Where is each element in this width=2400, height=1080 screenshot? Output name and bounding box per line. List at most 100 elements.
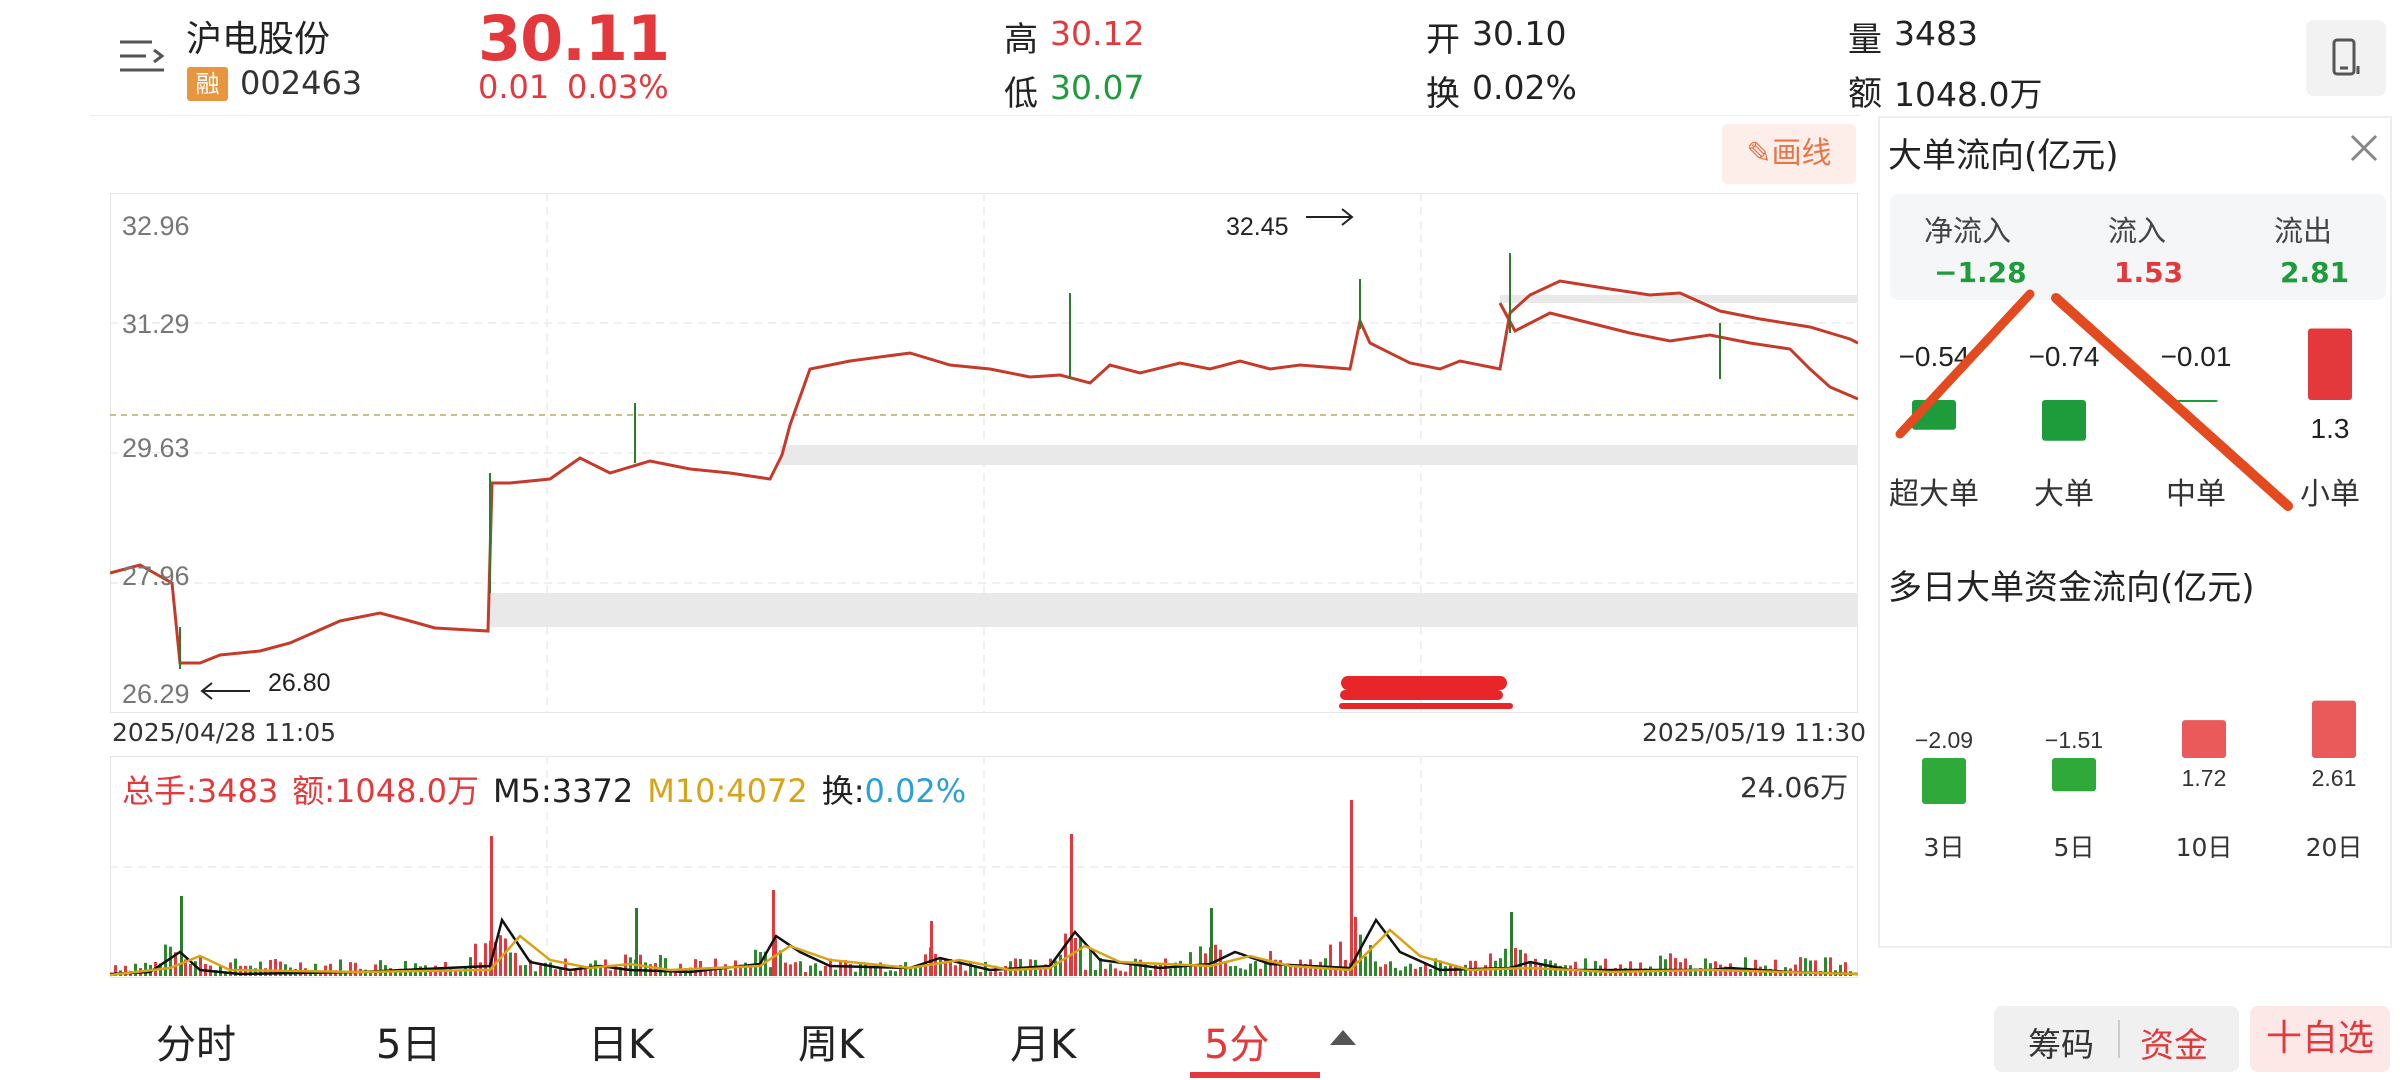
- volume-bar: [1184, 965, 1187, 976]
- volume-bar: [534, 971, 537, 976]
- volume-bar: [349, 962, 352, 976]
- high-marker-label: 32.45: [1226, 213, 1289, 241]
- volume-bar: [1229, 966, 1232, 976]
- volume-bar: [1419, 967, 1422, 976]
- tab-5day[interactable]: 5日: [376, 1022, 442, 1068]
- volume-label: 量: [1848, 20, 1882, 60]
- volume-bar: [654, 963, 657, 976]
- volume-bar: [794, 962, 797, 976]
- volume-bar: [959, 962, 962, 976]
- outflow-label: 流出: [2274, 214, 2333, 248]
- volume-bar: [914, 966, 917, 976]
- volume-chart[interactable]: [110, 756, 1858, 978]
- candlestick-chart[interactable]: 32.96 31.29 29.63 27.96 26.29 32.45 26.8…: [110, 193, 1858, 713]
- order-size-category: 超大单: [1889, 477, 1979, 512]
- draw-line-button[interactable]: ✎画线: [1722, 124, 1856, 184]
- volume-bar: [1734, 969, 1737, 976]
- volume-bar: [1814, 960, 1817, 976]
- volume-bar: [1149, 970, 1152, 976]
- multi-day-bar: [1922, 758, 1966, 804]
- gap-band: [490, 593, 1858, 627]
- volume-bar: [1559, 965, 1562, 976]
- volume-bar: [1144, 962, 1147, 976]
- net-flow-summary: [1890, 194, 2386, 300]
- volume-bar: [1409, 963, 1412, 976]
- volume-bar: [1154, 964, 1157, 976]
- open-value: 30.10: [1472, 14, 1567, 53]
- volume-bar: [799, 961, 802, 976]
- volume-bar: [194, 961, 197, 976]
- volume-bar: [1454, 965, 1457, 976]
- volume-bar: [1139, 959, 1142, 976]
- m10-line: [110, 928, 1858, 977]
- volume-bar: [519, 965, 522, 976]
- volume-bar: [509, 952, 512, 976]
- volume-bar: [769, 967, 772, 976]
- volume-bar: [199, 956, 202, 976]
- tab-monthly-k[interactable]: 月K: [1010, 1022, 1077, 1068]
- volume-bar: [1134, 958, 1137, 976]
- volume-bar: [234, 958, 237, 976]
- volume-bar: [1379, 966, 1382, 976]
- volume-bar: [739, 964, 742, 976]
- volume-bar: [729, 970, 732, 976]
- volume-bar: [354, 962, 357, 976]
- volume-bar: [824, 965, 827, 976]
- quote-header: 沪电股份 融 002463 30.11 0.01 0.03% 高 30.12 低…: [0, 0, 2400, 115]
- volume-bar: [134, 963, 137, 976]
- add-favorite-button[interactable]: 十自选: [2250, 1006, 2390, 1072]
- volume-bar: [449, 968, 452, 976]
- landscape-toggle-button[interactable]: [2306, 20, 2386, 96]
- volume-bar: [644, 962, 647, 976]
- volume-bar: [1804, 958, 1807, 976]
- volume-bar: [484, 943, 487, 976]
- high-marker-arrow: [1341, 208, 1354, 226]
- volume-bar: [409, 969, 412, 976]
- gap-band: [780, 445, 1858, 465]
- volume-bar: [214, 970, 217, 976]
- volume-bar: [894, 971, 897, 976]
- chips-button[interactable]: 筹码: [2028, 1025, 2094, 1064]
- volume-bar: [969, 961, 972, 976]
- tab-intraday[interactable]: 分时: [156, 1022, 236, 1068]
- close-icon[interactable]: [2346, 130, 2382, 166]
- volume-bar: [1274, 959, 1277, 976]
- volume-bar: [459, 970, 462, 976]
- tab-5min[interactable]: 5分: [1204, 1022, 1270, 1068]
- volume-bar: [1394, 967, 1397, 976]
- volume-bar: [274, 959, 277, 976]
- volume-bar: [849, 964, 852, 976]
- volume-bar: [1129, 962, 1132, 976]
- tab-daily-k[interactable]: 日K: [588, 1022, 655, 1068]
- volume-bar: [669, 970, 672, 976]
- end-date: 2025/05/19 11:30: [1642, 718, 1867, 747]
- volume-bar: [1070, 834, 1073, 976]
- volume-bar: [394, 971, 397, 976]
- multi-day-bar: [2052, 758, 2096, 792]
- current-price: 30.11: [478, 2, 670, 75]
- funds-button[interactable]: 资金: [2140, 1026, 2208, 1066]
- volume-bar: [1519, 949, 1522, 976]
- multi-day-flow-chart: −2.09 3日 −1.51 5日 1.72 10日 2.61 20日: [1915, 700, 2362, 862]
- volume-bar: [724, 964, 727, 976]
- volume-bar: [529, 959, 532, 976]
- volume-bar: [609, 970, 612, 976]
- turnover-value: 0.02%: [1472, 68, 1577, 107]
- tab-weekly-k[interactable]: 周K: [798, 1022, 865, 1068]
- period-dropdown-icon[interactable]: [1330, 1030, 1356, 1045]
- volume-bar: [1829, 957, 1832, 976]
- volume-bar: [1739, 968, 1742, 976]
- volume-bar: [1774, 959, 1777, 976]
- volume-bar: [869, 967, 872, 976]
- high-value: 30.12: [1050, 14, 1145, 53]
- volume-bar: [559, 967, 562, 976]
- m5-value: M5:3372: [493, 772, 634, 810]
- active-tab-indicator: [1190, 1072, 1320, 1078]
- turnover-legend-value: 0.02%: [864, 772, 967, 810]
- volume-bar: [124, 965, 127, 976]
- volume-bar: [1354, 916, 1357, 976]
- volume-bar: [989, 971, 992, 976]
- volume-bar: [144, 962, 147, 976]
- menu-icon[interactable]: [118, 36, 166, 76]
- volume-bar: [549, 962, 552, 976]
